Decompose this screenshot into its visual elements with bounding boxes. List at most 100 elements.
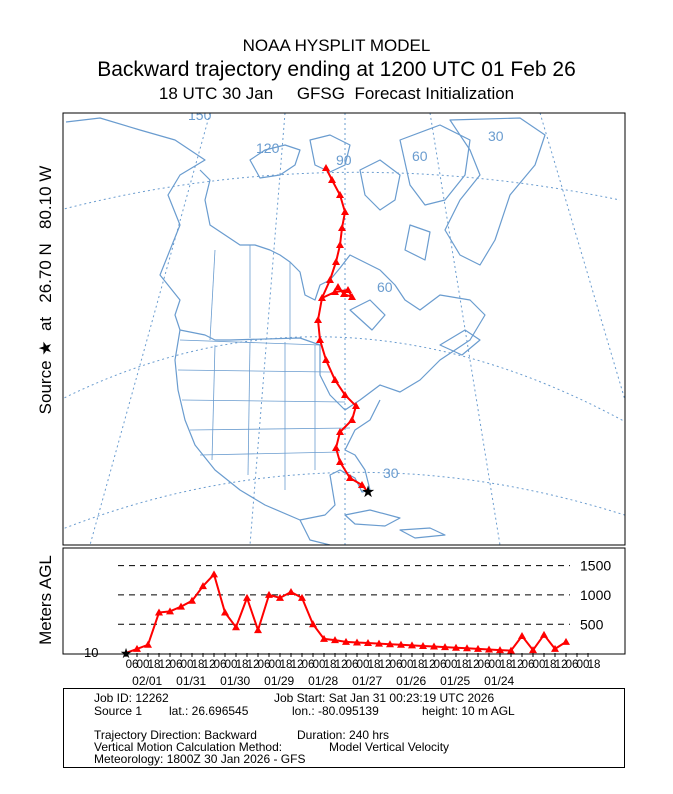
hour-tick-label: 06	[566, 659, 579, 671]
traj-duration: Duration: 240 hrs	[297, 728, 390, 742]
height-point	[562, 637, 570, 645]
trajectory-point	[326, 276, 334, 283]
date-tick-label: 01/25	[440, 674, 470, 688]
height-point	[342, 637, 350, 645]
trajectory-point	[338, 224, 346, 231]
height-point	[177, 602, 185, 610]
hour-tick-label: 06	[390, 659, 403, 671]
svg-text:150: 150	[188, 107, 212, 123]
source-lat: lat.: 26.696545	[169, 704, 249, 718]
svg-text:60: 60	[412, 148, 428, 164]
height-point	[529, 646, 537, 654]
job-id: Job ID: 12262	[94, 691, 169, 705]
height-point	[496, 646, 504, 654]
reference-label: 1500	[580, 558, 611, 574]
date-tick-label: 01/26	[396, 674, 426, 688]
chart-title: Backward trajectory ending at 1200 UTC 0…	[97, 58, 576, 81]
height-point	[287, 587, 295, 595]
height-point	[518, 631, 526, 639]
svg-text:60: 60	[377, 279, 393, 295]
hour-tick-label: 00	[533, 659, 546, 671]
graticule-labels: 150 120 90 60 30 60 30	[188, 107, 504, 481]
height-point	[210, 570, 218, 578]
trajectory-point	[332, 258, 340, 265]
date-tick-label: 01/29	[264, 674, 294, 688]
date-tick-label: 01/24	[484, 674, 514, 688]
model-name: NOAA HYSPLIT MODEL	[242, 36, 431, 55]
hour-tick-label: 18	[500, 659, 513, 671]
hour-tick-label: 12	[159, 659, 172, 671]
trajectory-point	[322, 164, 330, 171]
height-frame	[62, 547, 626, 655]
hour-tick-label: 06	[258, 659, 271, 671]
reference-label: 500	[580, 616, 604, 632]
hour-tick-label: 18	[456, 659, 469, 671]
trajectory-point	[340, 290, 348, 297]
hour-tick-label: 00	[577, 659, 590, 671]
height-point	[540, 630, 548, 638]
height-point	[474, 644, 482, 652]
height-point	[265, 590, 273, 598]
hour-tick-label: 00	[401, 659, 414, 671]
height-point	[276, 593, 284, 601]
hour-tick-label: 12	[335, 659, 348, 671]
height-point	[232, 623, 240, 631]
trajectory-point	[341, 208, 349, 215]
hour-tick-label: 06	[126, 659, 139, 671]
hour-tick-label: 12	[379, 659, 392, 671]
height-point	[507, 646, 515, 654]
height-point	[254, 626, 262, 634]
height-point	[551, 644, 559, 652]
trajectory-point	[318, 294, 326, 301]
vertical-method: Vertical Motion Calculation Method:	[94, 740, 283, 754]
hour-tick-label: 18	[280, 659, 293, 671]
svg-text:90: 90	[336, 152, 352, 168]
trajectory-point	[346, 474, 354, 481]
trajectory-point	[336, 241, 344, 248]
hour-tick-label: 18	[412, 659, 425, 671]
date-tick-label: 01/30	[220, 674, 250, 688]
source-star-icon: ★	[361, 484, 375, 501]
hour-tick-label: 00	[445, 659, 458, 671]
hour-tick-label: 06	[214, 659, 227, 671]
hour-tick-label: 00	[181, 659, 194, 671]
trajectory-point	[341, 391, 349, 398]
height-point	[430, 642, 438, 650]
svg-text:30: 30	[488, 128, 504, 144]
trajectory-point	[348, 293, 356, 300]
height-point	[463, 644, 471, 652]
hour-tick-label: 12	[555, 659, 568, 671]
hour-tick-label: 00	[225, 659, 238, 671]
height-point	[166, 607, 174, 615]
height-point	[298, 593, 306, 601]
trajectory-point	[332, 444, 340, 451]
source-id: Source 1	[94, 704, 143, 718]
height-point	[364, 639, 372, 647]
trajectory-point	[336, 428, 344, 435]
hour-tick-label: 18	[368, 659, 381, 671]
trajectory-point	[358, 481, 366, 488]
hour-tick-label: 00	[357, 659, 370, 671]
svg-text:30: 30	[383, 465, 399, 481]
height-point	[386, 640, 394, 648]
height-point	[221, 608, 229, 616]
svg-text:120: 120	[256, 140, 280, 156]
hour-tick-label: 18	[588, 659, 601, 671]
hour-tick-label: 06	[170, 659, 183, 671]
hour-tick-label: 12	[467, 659, 480, 671]
hour-tick-label: 12	[291, 659, 304, 671]
trajectory-point	[314, 316, 322, 323]
height-point	[144, 640, 152, 648]
height-point	[485, 645, 493, 653]
date-tick-label: 01/28	[308, 674, 338, 688]
hour-tick-label: 00	[137, 659, 150, 671]
hour-tick-label: 00	[489, 659, 502, 671]
meteorology: Meteorology: 1800Z 30 Jan 2026 - GFS	[94, 752, 306, 766]
start-height-label: 10	[84, 645, 98, 660]
hour-tick-label: 12	[247, 659, 260, 671]
trajectory-path	[314, 164, 369, 493]
hour-tick-label: 18	[324, 659, 337, 671]
height-point	[243, 593, 251, 601]
date-tick-label: 01/27	[352, 674, 382, 688]
